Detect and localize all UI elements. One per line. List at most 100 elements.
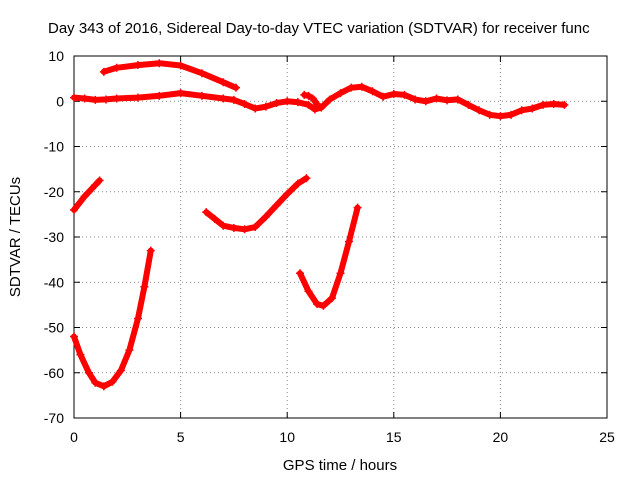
chart-title: Day 343 of 2016, Sidereal Day-to-day VTE… bbox=[48, 20, 590, 37]
data-point-marker bbox=[507, 110, 516, 119]
series-early-drop bbox=[70, 176, 104, 214]
data-point-marker bbox=[84, 368, 93, 377]
data-point-marker bbox=[379, 92, 388, 101]
data-point-marker bbox=[197, 91, 206, 100]
data-point-marker bbox=[70, 205, 78, 214]
data-point-marker bbox=[485, 110, 494, 119]
series-main-trace bbox=[70, 82, 569, 121]
series-line bbox=[297, 204, 361, 309]
y-tick-label: -50 bbox=[44, 320, 64, 336]
data-point-marker bbox=[210, 214, 219, 223]
data-point-marker bbox=[251, 104, 260, 113]
axis-ticks bbox=[73, 55, 608, 419]
data-point-marker bbox=[261, 212, 270, 221]
data-point-marker bbox=[116, 366, 125, 375]
data-point-marker bbox=[313, 299, 322, 308]
data-point-marker bbox=[176, 89, 185, 98]
data-point-marker bbox=[91, 95, 100, 104]
x-tick-label: 20 bbox=[493, 429, 509, 445]
data-point-marker bbox=[549, 99, 558, 108]
data-point-marker bbox=[133, 93, 142, 102]
x-tick-label: 5 bbox=[177, 429, 185, 445]
y-tick-label: -20 bbox=[44, 184, 64, 200]
series-line bbox=[100, 60, 239, 91]
x-tick-label: 0 bbox=[70, 429, 78, 445]
data-point-marker bbox=[112, 94, 121, 103]
data-point-marker bbox=[317, 103, 326, 112]
x-tick-label: 15 bbox=[386, 429, 402, 445]
data-point-marker bbox=[517, 106, 526, 115]
y-tick-label: -10 bbox=[44, 139, 64, 155]
data-point-marker bbox=[155, 59, 164, 68]
data-point-marker bbox=[91, 378, 100, 387]
data-point-marker bbox=[336, 89, 345, 98]
data-point-marker bbox=[496, 112, 505, 121]
data-point-marker bbox=[133, 314, 142, 323]
data-point-marker bbox=[411, 95, 420, 104]
data-point-marker bbox=[302, 174, 311, 183]
data-point-marker bbox=[272, 201, 281, 210]
y-tick-label: -40 bbox=[44, 274, 64, 290]
series-line bbox=[71, 177, 103, 213]
data-point-marker bbox=[229, 95, 238, 104]
data-point-marker bbox=[304, 100, 313, 109]
data-point-marker bbox=[140, 282, 149, 291]
data-point-marker bbox=[453, 95, 462, 104]
data-point-marker bbox=[304, 91, 313, 100]
series-line bbox=[203, 175, 310, 233]
data-point-marker bbox=[219, 221, 228, 230]
data-point-marker bbox=[421, 97, 430, 106]
data-point-marker bbox=[219, 78, 228, 87]
series-late-dip bbox=[295, 203, 362, 310]
data-point-marker bbox=[70, 332, 78, 341]
data-point-marker bbox=[293, 179, 302, 188]
data-point-marker bbox=[76, 350, 85, 359]
data-point-marker bbox=[133, 61, 142, 70]
data-point-marker bbox=[99, 67, 108, 76]
data-point-marker bbox=[240, 225, 249, 234]
data-point-marker bbox=[345, 237, 354, 246]
y-axis-label: SDTVAR / TECUs bbox=[7, 177, 24, 297]
data-point-marker bbox=[304, 287, 313, 296]
data-point-marker bbox=[293, 98, 302, 107]
data-point-marker bbox=[368, 87, 377, 96]
data-point-marker bbox=[539, 100, 548, 109]
data-point-marker bbox=[240, 99, 249, 108]
data-point-marker bbox=[400, 90, 409, 99]
data-point-marker bbox=[310, 105, 319, 114]
data-point-marker bbox=[357, 82, 366, 91]
data-point-marker bbox=[261, 102, 270, 111]
series-deep-dip bbox=[70, 246, 155, 391]
data-point-marker bbox=[283, 190, 292, 199]
data-point-marker bbox=[108, 377, 117, 386]
data-point-marker bbox=[353, 203, 362, 212]
data-point-marker bbox=[197, 69, 206, 78]
data-point-marker bbox=[125, 346, 134, 355]
data-point-marker bbox=[99, 382, 108, 391]
data-series bbox=[70, 59, 569, 391]
series-mid-dip bbox=[202, 174, 311, 234]
data-point-marker bbox=[475, 106, 484, 115]
x-tick-label: 10 bbox=[279, 429, 295, 445]
x-axis-label: GPS time / hours bbox=[283, 457, 397, 474]
data-point-marker bbox=[70, 93, 78, 102]
data-point-marker bbox=[80, 94, 89, 103]
data-point-marker bbox=[202, 208, 211, 217]
tick-labels: 0 5 10 15 20 25 10 0 -10 -20 -30 -40 -50 -60 -70 bbox=[44, 48, 615, 445]
data-point-marker bbox=[389, 90, 398, 99]
data-point-marker bbox=[300, 90, 309, 99]
data-point-marker bbox=[325, 95, 334, 104]
data-point-marker bbox=[560, 100, 569, 109]
y-tick-label: -30 bbox=[44, 229, 64, 245]
y-tick-label: -70 bbox=[44, 410, 64, 426]
y-tick-label: 0 bbox=[56, 93, 64, 109]
data-point-marker bbox=[347, 83, 356, 92]
data-point-marker bbox=[146, 246, 155, 255]
data-point-marker bbox=[272, 99, 281, 108]
data-point-marker bbox=[155, 91, 164, 100]
data-point-marker bbox=[283, 97, 292, 106]
y-tick-label: -60 bbox=[44, 365, 64, 381]
series-bump-11h bbox=[300, 90, 322, 108]
data-point-marker bbox=[336, 269, 345, 278]
data-point-marker bbox=[443, 96, 452, 105]
